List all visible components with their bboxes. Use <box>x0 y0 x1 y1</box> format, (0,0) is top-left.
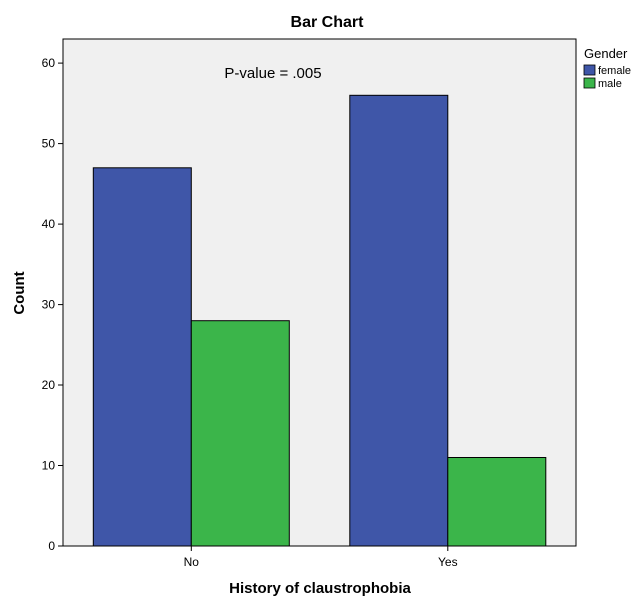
p-value-annotation: P-value = .005 <box>224 65 321 82</box>
legend-swatch-male <box>583 77 596 89</box>
legend-label-male: male <box>598 78 622 90</box>
x-axis: No Yes <box>184 546 458 569</box>
y-tick-label: 0 <box>48 539 55 553</box>
x-axis-title: History of claustrophobia <box>229 580 411 597</box>
y-tick-label: 60 <box>42 56 56 70</box>
bar-male-yes <box>447 457 547 547</box>
bar-female-yes <box>349 94 449 547</box>
y-tick-label: 20 <box>42 378 56 392</box>
x-tick-label: Yes <box>438 555 458 569</box>
y-tick-label: 10 <box>42 459 56 473</box>
bar-male-no <box>190 320 290 547</box>
y-axis: 0 10 20 30 40 50 60 <box>42 56 63 553</box>
bar-female-no <box>92 167 192 547</box>
legend-title: Gender <box>584 46 628 61</box>
y-tick-label: 30 <box>42 298 56 312</box>
y-tick-label: 50 <box>42 137 56 151</box>
y-axis-title: Count <box>11 271 28 314</box>
bars-group <box>92 94 547 547</box>
legend-swatch-female <box>583 64 596 76</box>
legend-label-female: female <box>598 65 631 77</box>
x-tick-label: No <box>184 555 200 569</box>
y-tick-label: 40 <box>42 217 56 231</box>
chart-title: Bar Chart <box>291 14 365 31</box>
